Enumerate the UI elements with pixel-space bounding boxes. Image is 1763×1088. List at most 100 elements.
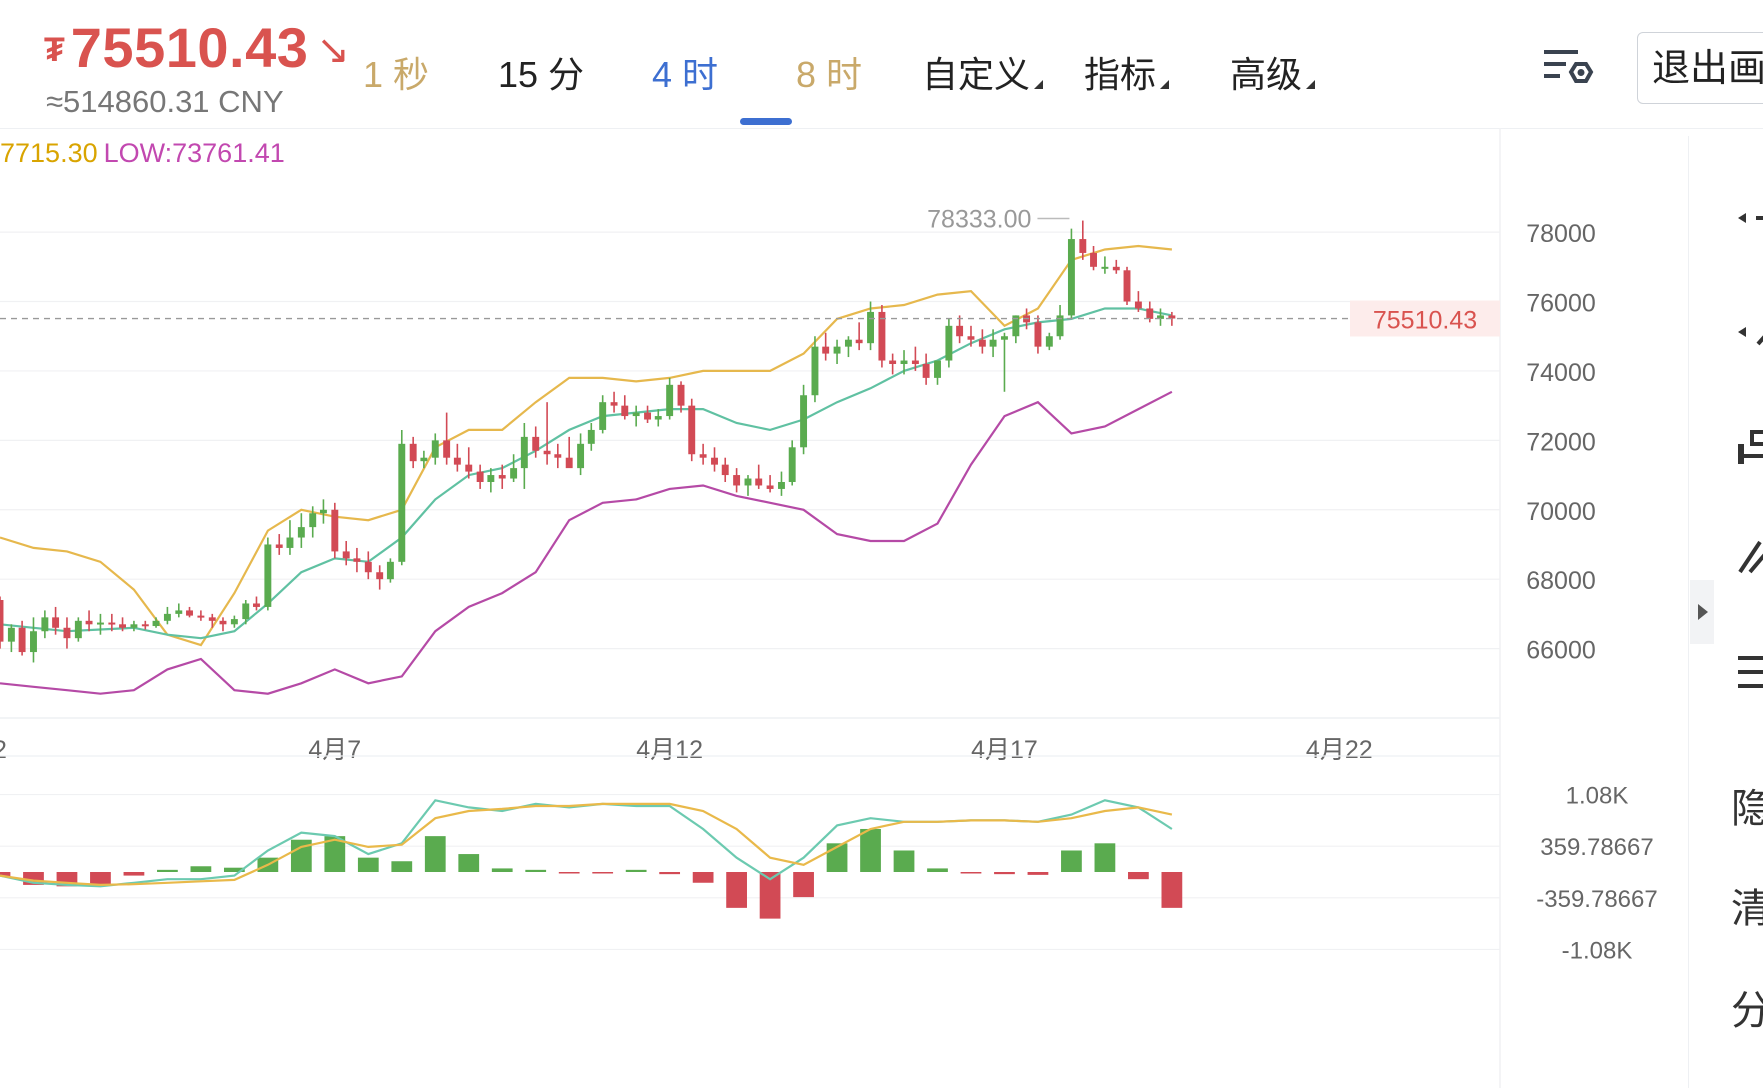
line-tool-icon[interactable] [1736, 200, 1763, 240]
tab-4h[interactable]: 4 时 [652, 54, 719, 95]
macd-histogram-bar [1161, 872, 1183, 908]
macd-histogram-bar [592, 872, 614, 874]
y-tick-label: 72000 [1526, 428, 1596, 456]
high-value: 7715.30 [0, 138, 98, 168]
macd-histogram-bar [759, 872, 781, 919]
macd-histogram-bar [726, 872, 747, 908]
candle-body [867, 311, 874, 344]
clear-drawings-button[interactable]: 清 [1731, 887, 1763, 931]
macd-histogram-bar [525, 869, 547, 872]
price-down-arrow-icon: ↘ [316, 28, 350, 72]
candle-body [610, 402, 618, 406]
y-tick-label: 68000 [1526, 567, 1596, 595]
candle-body [30, 631, 37, 653]
macd-histogram-bar [391, 861, 413, 872]
current-price-label: 75510.43 [1373, 307, 1477, 335]
chart-settings-icon[interactable] [1542, 44, 1594, 96]
candle-body [465, 464, 473, 472]
top-toolbar: ₮ 75510.43 ↘ ≈514860.31 CNY 1 秒 15 分 4 时… [0, 0, 1763, 129]
candle-body [208, 617, 216, 621]
boll-middle-line [0, 307, 1173, 640]
candle-body [677, 384, 685, 406]
candle-body [286, 537, 294, 548]
candle-body [1090, 252, 1097, 267]
exit-fullscreen-button[interactable]: 退出画 [1637, 32, 1763, 104]
x-tick-label: 4月12 [636, 736, 703, 764]
candle-body [800, 395, 808, 448]
y-tick-label: 70000 [1526, 498, 1596, 526]
candle-body [510, 468, 518, 479]
max-price-label: 78333.00 [927, 206, 1031, 234]
candle-body [85, 620, 93, 625]
macd-dea-line [0, 802, 1173, 887]
candle-body [744, 478, 752, 486]
macd-histogram-bar [123, 872, 145, 876]
macd-histogram-bar [190, 866, 212, 872]
candle-body [688, 405, 696, 455]
candle-body [130, 624, 138, 628]
x-tick-label: 4月7 [308, 736, 361, 764]
text-tool-icon[interactable] [1736, 652, 1763, 692]
candle-body [1079, 239, 1087, 253]
macd-histogram-bar [290, 839, 312, 872]
candle-body [844, 339, 852, 347]
high-low-readout: 7715.30 LOW:73761.41 [0, 138, 285, 169]
collapse-panel-button[interactable] [1690, 580, 1714, 644]
macd-histogram-bar [793, 872, 814, 898]
ray-tool-icon[interactable] [1736, 314, 1763, 354]
macd-histogram-bar [994, 872, 1015, 875]
advanced-dropdown[interactable]: 高级 [1230, 46, 1316, 98]
cny-price: ≈514860.31 CNY [46, 84, 284, 119]
candle-body [197, 615, 205, 618]
candle-body [967, 336, 975, 340]
candle-body [666, 384, 674, 417]
macd-histogram-bar [157, 869, 178, 872]
advanced-dropdown-label: 高级 [1230, 54, 1303, 95]
candle-body [1146, 308, 1154, 319]
share-button[interactable]: 分 [1731, 989, 1763, 1033]
candle-body [297, 527, 305, 538]
x-tick-label: 4月22 [1306, 736, 1373, 764]
candle-body [644, 412, 652, 420]
indicator-dropdown[interactable]: 指标 [1084, 46, 1170, 98]
macd-histogram-bar [458, 854, 480, 872]
custom-dropdown[interactable]: 自定义 [922, 46, 1044, 98]
candle-body [632, 412, 640, 417]
tab-8h[interactable]: 8 时 [796, 54, 863, 95]
tab-15m[interactable]: 15 分 [498, 54, 585, 95]
indicator-dropdown-label: 指标 [1084, 54, 1157, 95]
fib-tool-icon[interactable] [1736, 536, 1763, 576]
macd-histogram-bar [1027, 872, 1049, 875]
candle-body [353, 558, 361, 562]
candle-body [52, 617, 60, 628]
tab-1s[interactable]: 1 秒 [363, 54, 430, 95]
macd-y-tick-label: 1.08K [1566, 783, 1629, 810]
candlestick-chart[interactable]: 78000 76000 74000 72000 70000 68000 66000 2 4月7 4… [0, 128, 1688, 1088]
candle-body [520, 436, 528, 469]
candle-body [152, 620, 160, 627]
hide-drawings-button[interactable]: 隐 [1731, 787, 1763, 831]
candle-body [621, 405, 629, 417]
macd-histogram-bar [424, 836, 446, 872]
macd-histogram-bar [625, 869, 647, 872]
candle-body [275, 544, 283, 548]
candle-body [956, 325, 964, 337]
channel-tool-icon[interactable] [1736, 424, 1763, 464]
macd-histogram-bar [692, 872, 714, 883]
current-price: ₮ 75510.43 ↘ [44, 14, 350, 78]
candle-body [41, 617, 49, 632]
y-tick-label: 78000 [1526, 220, 1596, 248]
candle-body [331, 509, 339, 552]
candle-body [1001, 336, 1008, 340]
candle-body [119, 624, 127, 628]
current-price-tag [1350, 300, 1500, 337]
custom-dropdown-label: 自定义 [922, 54, 1031, 95]
macd-histogram-bar [960, 872, 982, 874]
candle-body [855, 339, 863, 344]
candle-body [63, 627, 71, 639]
candle-body [900, 360, 908, 364]
candle-body [364, 561, 372, 573]
candle-body [978, 339, 986, 347]
y-tick-label: 66000 [1526, 637, 1596, 665]
macd-histogram-bar [324, 836, 346, 872]
